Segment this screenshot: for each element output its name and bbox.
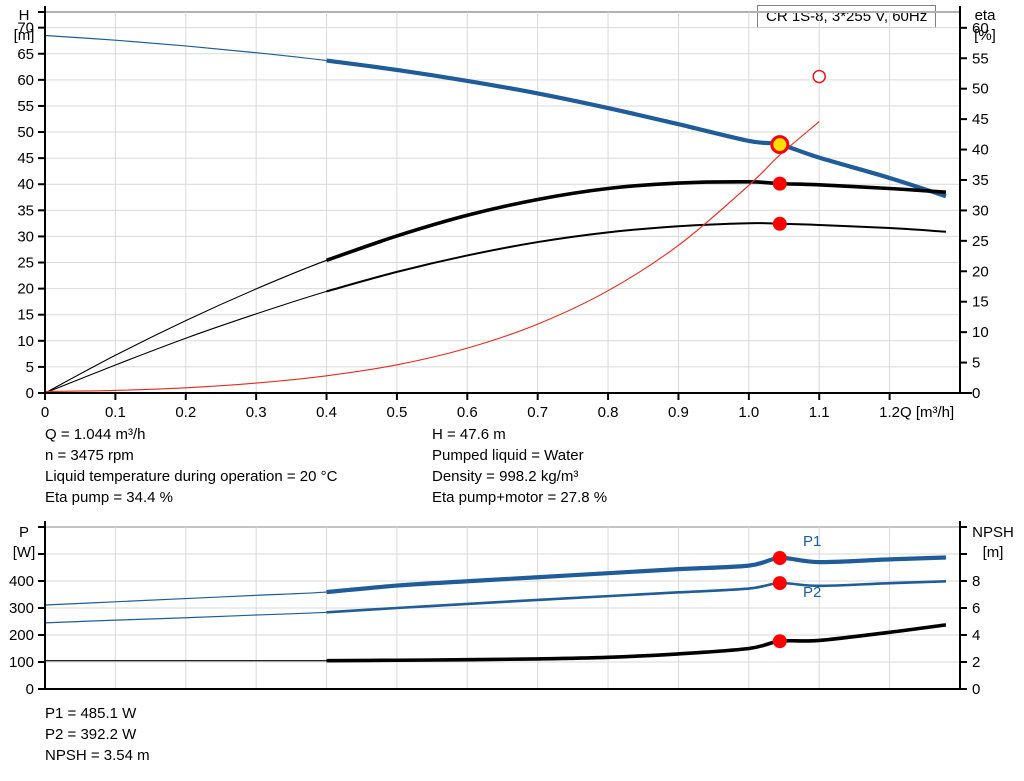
duty-info-line: Eta pump = 34.4 %: [45, 489, 173, 506]
curve-NPSH-thin: [45, 624, 946, 662]
x-tick-label: 0.5: [386, 404, 407, 421]
y-tick-label: 10: [17, 333, 34, 350]
y2-tick-label: 45: [972, 111, 989, 128]
left-axis-title: P: [19, 524, 29, 541]
duty-point-eta-pump-motor: [772, 216, 787, 231]
bottom-chart-group: P1 P2 0 100 200 300 400 0 2 4 6 8 P [W] NPSH [m]: [9, 521, 1014, 698]
x-axis-label: Q [m³/h]: [900, 404, 954, 421]
right-axis-title: eta: [975, 7, 997, 24]
npsh-end-point: [812, 69, 826, 84]
y-tick-label: 0: [26, 681, 34, 698]
x-tick-label: 0.8: [598, 404, 619, 421]
duty-info-line: n = 3475 rpm: [45, 447, 134, 464]
y2-tick-label: 25: [972, 233, 989, 250]
right-axis-unit: [%]: [974, 27, 996, 44]
x-tick-label: 0.7: [527, 404, 548, 421]
curve-1-thick: [325, 179, 947, 263]
duty-info-col1: Q = 1.044 m³/h n = 3475 rpm Liquid tempe…: [45, 424, 337, 508]
y-tick-label: 30: [17, 228, 34, 245]
x-tick-label: 0.2: [175, 404, 196, 421]
left-axis-title: H: [19, 7, 30, 24]
y2-tick-label: 60: [972, 20, 989, 37]
left-axis-unit: [W]: [13, 544, 36, 561]
curve-0-thick: [326, 58, 947, 199]
x-tick-label: 0.6: [457, 404, 478, 421]
left-axis-unit: [m]: [14, 27, 35, 44]
power-info: P1 = 485.1 W P2 = 392.2 W NPSH = 3.54 m: [45, 703, 150, 766]
x-tick-label: 1.0: [738, 404, 759, 421]
power-info-line: P1 = 485.1 W: [45, 705, 137, 722]
power-info-line: P2 = 392.2 W: [45, 726, 137, 743]
x-tick-label: 1.2: [879, 404, 900, 421]
y2-tick-label: 0: [972, 385, 980, 402]
y2-tick-label: 20: [972, 263, 989, 280]
y-tick-label: 5: [26, 359, 34, 376]
curve-2-thick: [326, 222, 946, 293]
curve-1-thin: [44, 181, 946, 394]
y-tick-label: 20: [17, 281, 34, 298]
y-tick-label: 35: [17, 202, 34, 219]
x-tick-label: 0.4: [316, 404, 337, 421]
y-tick-label: 15: [17, 307, 34, 324]
y2-tick-label: 50: [972, 81, 989, 98]
right-axis-unit: [m]: [983, 544, 1004, 561]
y-tick-label: 60: [17, 72, 34, 89]
y2-tick-label: 2: [972, 654, 980, 671]
y-tick-label: 50: [17, 124, 34, 141]
duty-point-p1: [772, 551, 787, 566]
head-eta-chart: 0 5 10 15 20 25 30 35 40 45 50 55 60 65 70 0 5 10 15 20 25 30…: [14, 6, 997, 421]
y2-tick-label: 55: [972, 50, 989, 67]
x-tick-label: 0.3: [246, 404, 267, 421]
curve-0-thin: [44, 34, 947, 197]
duty-info-col2: H = 47.6 m Pumped liquid = Water Density…: [432, 424, 607, 508]
duty-point-eta-pump: [772, 176, 787, 191]
y-tick-label: 65: [17, 46, 34, 63]
y2-tick-label: 35: [972, 172, 989, 189]
y-tick-label: 45: [17, 150, 34, 167]
power-npsh-chart: P1 P2 0 100 200 300 400 0 2 4 6 8 P [W] NPSH [m]: [9, 521, 1014, 698]
curve-P1-thick: [326, 555, 946, 595]
x-tick-label: 0: [41, 404, 49, 421]
duty-info-line: Q = 1.044 m³/h: [45, 426, 146, 443]
curve-2-thin: [44, 222, 946, 394]
curve-P2-thick: [326, 579, 946, 614]
y2-tick-label: 0: [972, 681, 980, 698]
x-tick-label: 0.9: [668, 404, 689, 421]
y-tick-label: 100: [9, 654, 34, 671]
y-tick-label: 200: [9, 627, 34, 644]
curve-NPSH-thick: [326, 623, 947, 663]
x-tick-label: 0.1: [105, 404, 126, 421]
y-tick-label: 25: [17, 255, 34, 272]
y2-tick-label: 10: [972, 324, 989, 341]
y2-tick-label: 8: [972, 573, 980, 590]
curve-npsh-red: [44, 121, 820, 392]
y-tick-label: 400: [9, 573, 34, 590]
y2-tick-label: 30: [972, 202, 989, 219]
y-tick-label: 300: [9, 600, 34, 617]
y-tick-label: 55: [17, 98, 34, 115]
duty-info-line: Density = 998.2 kg/m³: [432, 468, 579, 485]
y2-tick-label: 6: [972, 600, 980, 617]
x-tick-label: 1.1: [809, 404, 830, 421]
curve-label-p1: P1: [803, 533, 821, 550]
y2-tick-label: 5: [972, 355, 980, 372]
duty-info-line: Eta pump+motor = 27.8 %: [432, 489, 608, 506]
power-info-line: NPSH = 3.54 m: [45, 747, 150, 764]
duty-info-line: Liquid temperature during operation = 20…: [45, 468, 338, 485]
y-tick-label: 70: [17, 20, 34, 37]
y2-tick-label: 4: [972, 627, 980, 644]
y2-tick-label: 40: [972, 142, 989, 159]
y-tick-label: 40: [17, 176, 34, 193]
y2-tick-label: 15: [972, 294, 989, 311]
duty-info-line: H = 47.6 m: [432, 426, 506, 443]
duty-point-head: [770, 135, 790, 155]
duty-info-line: Pumped liquid = Water: [432, 447, 584, 464]
curve-label-p2: P2: [803, 584, 821, 601]
duty-point-npsh: [772, 634, 787, 649]
duty-point-p2: [772, 576, 787, 591]
right-axis-title: NPSH: [972, 524, 1014, 541]
top-chart-group: 0 5 10 15 20 25 30 35 40 45 50 55 60 65 70 0 5 10 15 20 25 30…: [14, 6, 997, 421]
y-tick-label: 0: [26, 385, 34, 402]
